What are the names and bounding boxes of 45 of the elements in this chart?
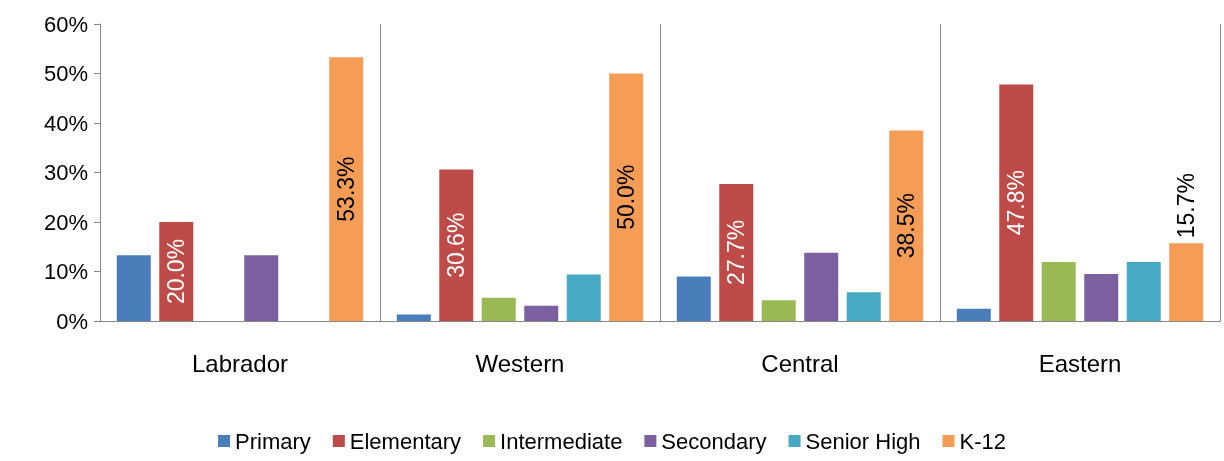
legend-label: Secondary [661,428,767,454]
y-tick-label: 10% [43,259,88,284]
legend-label: Elementary [349,428,462,454]
bar [889,130,924,321]
bar [804,252,839,321]
bar [956,308,991,321]
data-label: 50.0% [613,164,640,230]
bar [1041,262,1076,321]
legend-label: Senior High [805,428,921,454]
bar [761,300,796,321]
y-tick-label: 40% [43,110,88,136]
x-tick-label: Labrador [191,349,289,377]
y-tick-label: 20% [43,209,88,235]
data-label: 27.7% [723,219,750,286]
data-label: 15.7% [1173,173,1200,239]
bar [244,255,279,321]
bar [566,274,601,321]
bar [999,84,1034,321]
bar [1084,273,1119,321]
bar [719,183,754,321]
bar [396,314,431,321]
y-tick-label: 30% [43,160,88,185]
data-label: 47.8% [1003,170,1030,236]
bar [1169,243,1204,321]
x-tick-label: Eastern [1038,349,1122,377]
data-label: 20.0% [163,238,190,305]
bar [481,297,516,321]
data-label: 38.5% [893,193,920,259]
bar [846,292,881,321]
legend-label: K-12 [959,428,1006,454]
legend-label: Primary [235,428,311,454]
data-label: 30.6% [443,212,470,278]
bar [116,255,151,321]
y-tick-label: 50% [43,61,88,86]
bar [676,276,711,321]
legend-label: Intermediate [500,428,623,454]
x-tick-label: Central [761,349,839,377]
bar [524,305,559,321]
bar [1126,262,1161,321]
data-label: 53.3% [333,156,360,222]
y-tick-label: 0% [56,308,88,334]
bar [329,57,364,321]
bar [609,73,644,321]
y-tick-label: 60% [43,11,88,37]
x-tick-label: Western [475,349,565,377]
